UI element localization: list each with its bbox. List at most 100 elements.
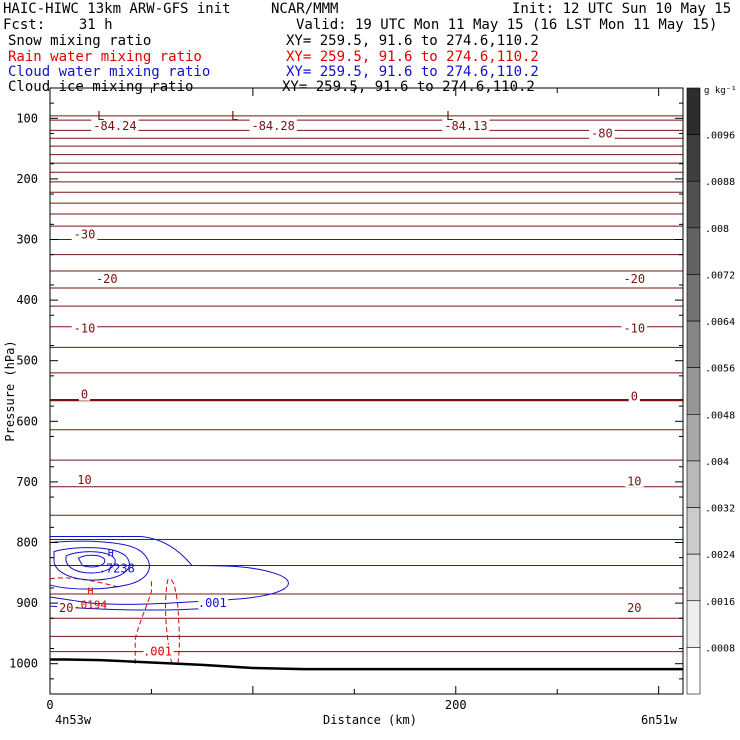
isotherm-label: -84.13 [444, 119, 487, 133]
colorbar-segment [686, 227, 701, 275]
colorbar-tick-label: .0088 [705, 177, 735, 188]
field-label-snow: Snow mixing ratio [8, 33, 152, 49]
colorbar-segment [686, 367, 701, 415]
isotherm-label: -10 [623, 322, 645, 336]
colorbar-tick-label: .0032 [705, 504, 735, 515]
colorbar-tick-label: .008 [705, 224, 729, 235]
isotherm-label: -30 [74, 228, 96, 242]
x-tick-label: 0 [46, 698, 53, 712]
right-endpoint-label: 6n51w [641, 713, 678, 727]
label-bg [143, 644, 174, 658]
isotherm [49, 398, 684, 402]
label-bg [628, 389, 640, 403]
colorbar-segment [686, 180, 701, 229]
colorbar-tick-label: .0056 [705, 364, 735, 375]
x-axis-label: Distance (km) [323, 713, 417, 727]
isotherm-label: 0 [81, 388, 88, 402]
label-bg [75, 473, 94, 487]
rain-contour [165, 578, 180, 664]
label-bg [71, 227, 98, 241]
field-xy-rain: XY= 259.5, 91.6 to 274.6,110.2 [286, 49, 539, 65]
colorbar-segment [686, 460, 701, 508]
isotherm-label: 10 [77, 473, 91, 487]
cloud-water-contour [49, 535, 289, 605]
isotherm [49, 429, 684, 432]
y-tick-label: 800 [16, 536, 38, 550]
isotherm-label: 20 [627, 601, 641, 615]
x-tick-label: 200 [445, 698, 467, 712]
cloud-water-contour [49, 540, 150, 590]
isotherm [49, 372, 684, 375]
label-bg [71, 321, 98, 335]
isotherm-label: -84.24 [93, 119, 136, 133]
colorbar-segment [686, 134, 701, 182]
label-bg [198, 597, 229, 610]
isotherm-label: -10 [74, 322, 96, 336]
y-tick-label: 500 [16, 354, 38, 368]
y-tick-label: 400 [16, 293, 38, 307]
low-marker: L [446, 109, 453, 123]
field-label-cloud-ice: Cloud ice mixing ratio [8, 79, 194, 95]
y-tick-label: 200 [16, 172, 38, 186]
cloud-water-contour [77, 554, 106, 568]
field-xy-cloud-ice: XY= 259.5, 91.6 to 274.6,110.2 [282, 79, 535, 95]
y-axis-label: Pressure (hPa) [3, 340, 17, 441]
label-bg [91, 119, 139, 133]
cloud-water-contour [65, 551, 116, 574]
colorbar-segment [686, 320, 701, 368]
header-valid: Valid: 19 UTC Mon 11 May 15 (16 LST Mon … [296, 17, 718, 33]
terrain-line [50, 658, 683, 671]
colorbar-tick-label: .0024 [705, 550, 735, 561]
colorbar-tick-label: .0096 [705, 131, 735, 142]
isotherm-label: -20 [96, 272, 118, 286]
rain-water-max-value: .0194 [74, 598, 107, 611]
colorbar-segment [686, 647, 701, 695]
cloud-water-contour [53, 547, 130, 581]
label-bg [94, 271, 120, 285]
colorbar-segment [686, 414, 701, 462]
label-bg [625, 474, 644, 488]
label-bg [78, 387, 91, 401]
colorbar-tick-label: .0064 [705, 317, 735, 328]
isotherm-label: -20 [623, 272, 645, 286]
field-label-rain: Rain water mixing ratio [8, 49, 202, 65]
colorbar-tick-label: .0072 [705, 270, 735, 281]
y-tick-label: 700 [16, 475, 38, 489]
left-endpoint-label: 4n53w [55, 713, 92, 727]
colorbar-tick-label: .004 [705, 457, 729, 468]
rain-water-contour-label: .001 [143, 645, 172, 659]
colorbar-tick-label: .0008 [705, 643, 735, 654]
field-label-cloud-water: Cloud water mixing ratio [8, 64, 211, 80]
colorbar-segment [686, 87, 701, 135]
low-marker: L [97, 109, 104, 123]
label-bg [57, 600, 76, 614]
label-bg [621, 271, 648, 285]
y-tick-label: 100 [16, 111, 38, 125]
label-bg [442, 119, 490, 133]
field-xy-snow: XY= 259.5, 91.6 to 274.6,110.2 [286, 33, 539, 49]
isotherm-label: -84.28 [251, 119, 294, 133]
y-tick-label: 300 [16, 233, 38, 247]
colorbar-tick-label: .0016 [705, 597, 735, 608]
colorbar-unit: g kg⁻¹ [704, 86, 737, 96]
y-tick-label: 1000 [9, 657, 38, 671]
colorbar-segment [686, 553, 701, 602]
colorbar-segment [686, 507, 701, 555]
field-xy-cloud-water: XY= 259.5, 91.6 to 274.6,110.2 [286, 64, 539, 80]
header-org: NCAR/MMM [271, 1, 339, 17]
y-tick-label: 600 [16, 414, 38, 428]
y-tick-label: 900 [16, 596, 38, 610]
isotherm-label: -80 [591, 126, 613, 140]
plot-frame [49, 87, 684, 695]
low-marker: L [231, 109, 238, 123]
rain-water-max-marker: H [88, 586, 94, 597]
isotherm-label: 0 [631, 389, 638, 403]
isotherm [49, 346, 684, 349]
header-fcst: Fcst: 31 h [3, 17, 113, 33]
colorbar-segment [686, 600, 701, 648]
rain-contour [134, 578, 152, 664]
colorbar-tick-label: .0048 [705, 410, 735, 421]
header-init: Init: 12 UTC Sun 10 May 15 [512, 1, 732, 17]
label-bg [589, 126, 615, 140]
